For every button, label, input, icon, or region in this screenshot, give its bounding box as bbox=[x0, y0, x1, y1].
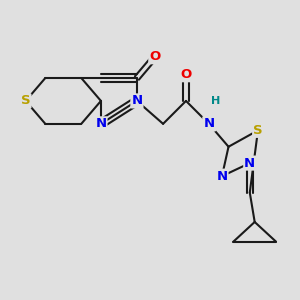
Text: N: N bbox=[131, 94, 142, 107]
Text: N: N bbox=[95, 117, 106, 130]
Text: N: N bbox=[216, 170, 227, 183]
Text: N: N bbox=[203, 117, 214, 130]
Text: S: S bbox=[253, 124, 263, 137]
Text: N: N bbox=[244, 157, 255, 169]
Text: S: S bbox=[21, 94, 31, 107]
Text: N: N bbox=[204, 117, 215, 130]
Text: O: O bbox=[149, 50, 161, 63]
Text: H: H bbox=[211, 96, 220, 106]
Text: O: O bbox=[180, 68, 192, 81]
